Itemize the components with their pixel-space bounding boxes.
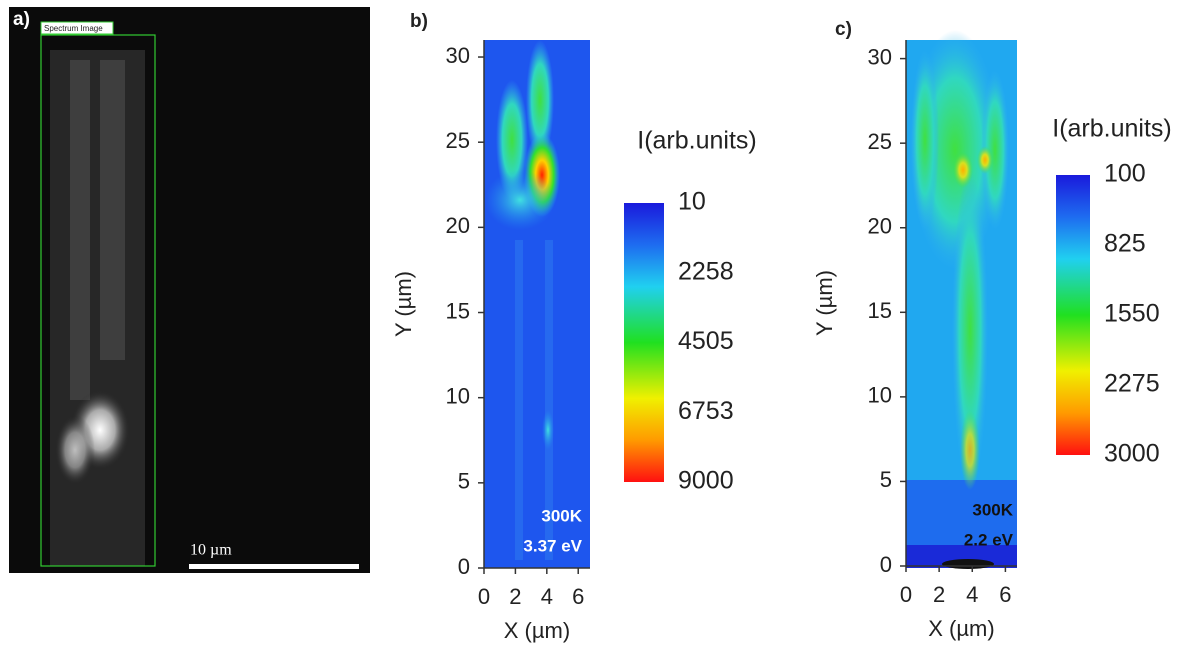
colorbar-title: I(arb.units) bbox=[637, 127, 756, 155]
y-axis-label: Y (µm) bbox=[812, 270, 837, 336]
x-tick-label: 6 bbox=[999, 582, 1011, 607]
annotation: 300K bbox=[972, 500, 1013, 519]
heatmap bbox=[906, 30, 1017, 569]
colorbar-tick-label: 9000 bbox=[678, 467, 734, 495]
y-tick-label: 10 bbox=[868, 383, 892, 408]
y-tick-label: 0 bbox=[880, 552, 892, 577]
colorbar-tick-label: 100 bbox=[1104, 160, 1146, 188]
scale-bar bbox=[189, 564, 359, 569]
colorbar-tick-label: 6753 bbox=[678, 397, 734, 425]
scale-bar-label: 10 µm bbox=[190, 542, 232, 559]
colorbar-tick-label: 10 bbox=[678, 188, 706, 216]
y-tick-label: 5 bbox=[458, 469, 470, 494]
colorbar-tick-label: 2275 bbox=[1104, 370, 1160, 398]
wire bbox=[70, 60, 90, 400]
y-tick-label: 25 bbox=[446, 128, 470, 153]
y-tick-label: 10 bbox=[446, 383, 470, 408]
colorbar-tick-label: 825 bbox=[1104, 230, 1146, 258]
panel-label: c) bbox=[835, 19, 852, 40]
annotation: 3.37 eV bbox=[523, 536, 582, 555]
colorbar-tick-label: 2258 bbox=[678, 257, 734, 285]
roi-tag bbox=[40, 21, 114, 35]
roi-box bbox=[40, 34, 156, 567]
y-tick-label: 15 bbox=[868, 298, 892, 323]
y-tick-label: 15 bbox=[446, 298, 470, 323]
wire bbox=[50, 50, 145, 566]
y-axis-label: Y (µm) bbox=[391, 271, 416, 337]
glow bbox=[55, 415, 95, 485]
y-tick-label: 25 bbox=[868, 129, 892, 154]
y-tick-label: 20 bbox=[446, 213, 470, 238]
wire bbox=[100, 60, 125, 360]
x-tick-label: 4 bbox=[541, 584, 553, 609]
x-tick-label: 0 bbox=[900, 582, 912, 607]
colorbar-tick-label: 1550 bbox=[1104, 300, 1160, 328]
colorbar-title: I(arb.units) bbox=[1052, 115, 1171, 143]
heatmap bbox=[484, 40, 590, 568]
y-tick-label: 5 bbox=[880, 467, 892, 492]
colorbar-tick-label: 4505 bbox=[678, 327, 734, 355]
x-tick-label: 2 bbox=[509, 584, 521, 609]
x-tick-label: 0 bbox=[478, 584, 490, 609]
colorbar bbox=[624, 203, 664, 482]
colorbar-tick-label: 3000 bbox=[1104, 440, 1160, 468]
y-tick-label: 30 bbox=[868, 44, 892, 69]
annotation: 2.2 eV bbox=[964, 530, 1014, 549]
x-tick-label: 6 bbox=[572, 584, 584, 609]
y-tick-label: 30 bbox=[446, 43, 470, 68]
annotation: 300K bbox=[541, 506, 582, 525]
colorbar bbox=[1056, 175, 1090, 455]
y-tick-label: 0 bbox=[458, 554, 470, 579]
panel-label: a) bbox=[13, 9, 30, 30]
x-axis-label: X (µm) bbox=[928, 616, 994, 641]
x-tick-label: 4 bbox=[966, 582, 978, 607]
y-tick-label: 20 bbox=[868, 214, 892, 239]
x-tick-label: 2 bbox=[933, 582, 945, 607]
x-axis-label: X (µm) bbox=[504, 618, 570, 643]
roi-label: Spectrum Image bbox=[44, 24, 103, 33]
panel-label: b) bbox=[410, 11, 428, 32]
